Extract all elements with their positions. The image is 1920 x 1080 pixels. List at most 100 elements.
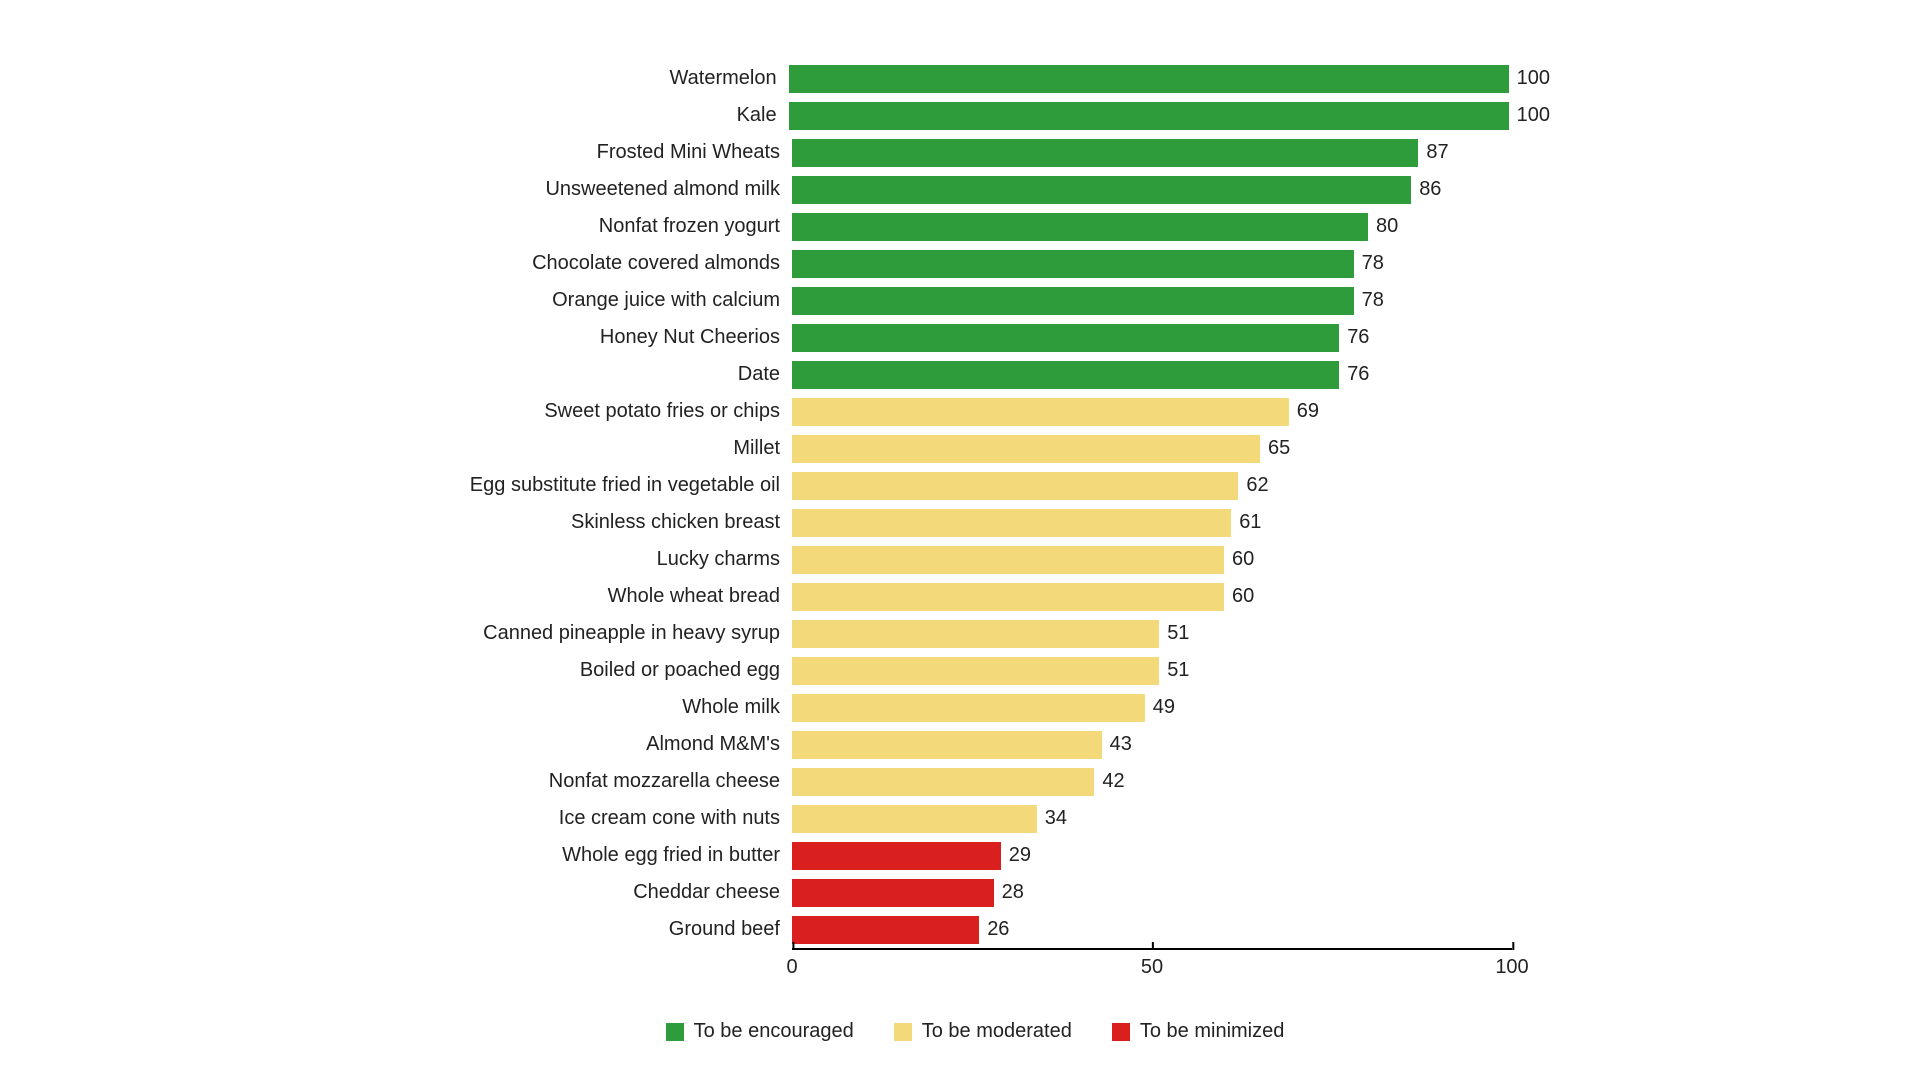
bar-label: Nonfat frozen yogurt xyxy=(400,215,792,238)
bar xyxy=(789,65,1509,93)
bar-track: 65 xyxy=(792,430,1512,467)
bar-label: Frosted Mini Wheats xyxy=(400,141,792,164)
bar-track: 78 xyxy=(792,245,1512,282)
legend-swatch xyxy=(666,1023,684,1041)
x-tick: 50 xyxy=(1141,950,1163,979)
bar-value: 51 xyxy=(1159,622,1189,645)
bar-value: 87 xyxy=(1418,141,1448,164)
legend-label: To be minimized xyxy=(1140,1020,1285,1043)
bar-value: 49 xyxy=(1145,696,1175,719)
bar-value: 78 xyxy=(1354,289,1384,312)
bar xyxy=(792,435,1260,463)
bar-label: Almond M&M's xyxy=(400,733,792,756)
bar-value: 80 xyxy=(1368,215,1398,238)
bar-track: 80 xyxy=(792,208,1512,245)
bar-label: Skinless chicken breast xyxy=(400,511,792,534)
bar-track: 29 xyxy=(792,837,1512,874)
bar-track: 78 xyxy=(792,282,1512,319)
bar-track: 69 xyxy=(792,393,1512,430)
bar xyxy=(792,176,1411,204)
legend: To be encouraged To be moderated To be min… xyxy=(400,1020,1550,1043)
bar-track: 34 xyxy=(792,800,1512,837)
bar-label: Cheddar cheese xyxy=(400,881,792,904)
bar-label: Ice cream cone with nuts xyxy=(400,807,792,830)
bar-track: 76 xyxy=(792,356,1512,393)
bar-value: 86 xyxy=(1411,178,1441,201)
bar-label: Whole milk xyxy=(400,696,792,719)
bar-row: Honey Nut Cheerios 76 xyxy=(400,319,1550,356)
bar xyxy=(792,805,1037,833)
bar xyxy=(792,213,1368,241)
bar-value: 100 xyxy=(1509,67,1550,90)
bar-row: Whole wheat bread60 xyxy=(400,578,1550,615)
bar-label: Boiled or poached egg xyxy=(400,659,792,682)
legend-item-minimized: To be minimized xyxy=(1112,1020,1285,1043)
bar-value: 34 xyxy=(1037,807,1067,830)
bar xyxy=(792,324,1339,352)
bar xyxy=(792,287,1354,315)
bar-row: Millet65 xyxy=(400,430,1550,467)
bar-value: 60 xyxy=(1224,548,1254,571)
bar-track: 76 xyxy=(792,319,1512,356)
bar-label: Millet xyxy=(400,437,792,460)
legend-swatch xyxy=(894,1023,912,1041)
bar xyxy=(792,546,1224,574)
x-tick: 0 xyxy=(786,950,797,979)
legend-label: To be moderated xyxy=(922,1020,1072,1043)
bar-row: Orange juice with calcium 78 xyxy=(400,282,1550,319)
bar-label: Orange juice with calcium xyxy=(400,289,792,312)
bar-track: 51 xyxy=(792,615,1512,652)
bar-value: 100 xyxy=(1509,104,1550,127)
bar-row: Ground beef 26 xyxy=(400,911,1550,948)
bar-value: 42 xyxy=(1094,770,1124,793)
bar-value: 29 xyxy=(1001,844,1031,867)
legend-swatch xyxy=(1112,1023,1130,1041)
x-tick: 100 xyxy=(1495,950,1528,979)
bar xyxy=(792,657,1159,685)
bar-label: Honey Nut Cheerios xyxy=(400,326,792,349)
bar-value: 78 xyxy=(1354,252,1384,275)
bar xyxy=(792,731,1102,759)
bar-row: Date76 xyxy=(400,356,1550,393)
bar xyxy=(792,139,1418,167)
bar-value: 76 xyxy=(1339,326,1369,349)
bar-value: 26 xyxy=(979,918,1009,941)
bar-value: 60 xyxy=(1224,585,1254,608)
legend-label: To be encouraged xyxy=(694,1020,854,1043)
bar-row: Unsweetened almond milk 86 xyxy=(400,171,1550,208)
bar-track: 86 xyxy=(792,171,1512,208)
plot-area: Watermelon100Kale100Frosted Mini Wheats8… xyxy=(400,60,1550,948)
bar xyxy=(792,583,1224,611)
x-axis: 050100 xyxy=(792,948,1512,990)
bar-track: 42 xyxy=(792,763,1512,800)
bar-row: Nonfat frozen yogurt 80 xyxy=(400,208,1550,245)
bar-label: Egg substitute fried in vegetable oil xyxy=(400,474,792,497)
bar-track: 87 xyxy=(792,134,1512,171)
legend-item-encouraged: To be encouraged xyxy=(666,1020,854,1043)
bar-row: Ice cream cone with nuts 34 xyxy=(400,800,1550,837)
bar-row: Nonfat mozzarella cheese42 xyxy=(400,763,1550,800)
bar-row: Lucky charms60 xyxy=(400,541,1550,578)
bar-label: Ground beef xyxy=(400,918,792,941)
bar-track: 28 xyxy=(792,874,1512,911)
bar-value: 62 xyxy=(1238,474,1268,497)
bar-label: Whole egg fried in butter xyxy=(400,844,792,867)
bar-row: Whole egg fried in butter 29 xyxy=(400,837,1550,874)
bar-value: 28 xyxy=(994,881,1024,904)
bar-row: Chocolate covered almonds 78 xyxy=(400,245,1550,282)
bar xyxy=(792,879,994,907)
bar-row: Boiled or poached egg 51 xyxy=(400,652,1550,689)
bar-value: 51 xyxy=(1159,659,1189,682)
bar-track: 43 xyxy=(792,726,1512,763)
bar-row: Kale100 xyxy=(400,97,1550,134)
bar-row: Skinless chicken breast61 xyxy=(400,504,1550,541)
bar-label: Unsweetened almond milk xyxy=(400,178,792,201)
bar-label: Canned pineapple in heavy syrup xyxy=(400,622,792,645)
bar-row: Frosted Mini Wheats 87 xyxy=(400,134,1550,171)
bar-label: Date xyxy=(400,363,792,386)
bar-track: 60 xyxy=(792,541,1512,578)
legend-item-moderated: To be moderated xyxy=(894,1020,1072,1043)
bar-track: 49 xyxy=(792,689,1512,726)
bar-label: Chocolate covered almonds xyxy=(400,252,792,275)
bar xyxy=(792,620,1159,648)
